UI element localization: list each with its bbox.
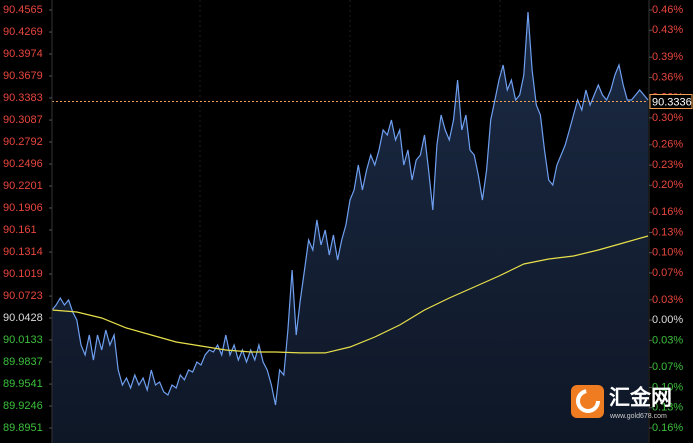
y-tick-label: 90.4269 <box>3 26 43 38</box>
y2-tick-label: 0.07% <box>652 267 683 279</box>
y-tick-label: 90.0428 <box>3 312 43 324</box>
y2-tick-label: 0.00% <box>652 314 683 326</box>
y2-tick-label: 0.30% <box>652 112 683 124</box>
y-tick-label: 89.9246 <box>3 400 43 412</box>
y-tick-label: 90.3679 <box>3 70 43 82</box>
logo-url: www.gold678.com <box>609 413 667 420</box>
y-tick-label: 89.8951 <box>3 422 43 434</box>
y2-tick-label: 0.39% <box>652 51 683 63</box>
last-price-label: 90.3336 <box>652 96 692 108</box>
y-tick-label: 90.2201 <box>3 180 43 192</box>
y2-tick-label: 0.07% <box>652 361 683 373</box>
y-tick-label: 90.2496 <box>3 158 43 170</box>
series-line <box>51 11 649 406</box>
y2-tick-label: 0.23% <box>652 159 683 171</box>
y2-tick-label: 0.46% <box>652 4 683 16</box>
y-tick-label: 89.9837 <box>3 356 43 368</box>
y-tick-label: 90.2792 <box>3 136 43 148</box>
y2-tick-label: 0.36% <box>652 71 683 83</box>
y2-tick-label: 0.10% <box>652 247 683 259</box>
y2-tick-label: 0.03% <box>652 294 683 306</box>
y-tick-label: 90.4565 <box>3 4 43 16</box>
plot-area <box>51 11 649 443</box>
y-tick-label: 89.9541 <box>3 378 43 390</box>
y-tick-label: 90.161 <box>3 224 37 236</box>
series-line <box>51 235 649 354</box>
logo-text: 汇金网 <box>609 386 672 410</box>
y2-tick-label: 0.16% <box>652 206 683 218</box>
y-tick-label: 90.1314 <box>3 246 43 258</box>
watermark: 汇金网 www.gold678.com <box>571 385 672 420</box>
y-tick-label: 90.3974 <box>3 48 43 60</box>
ticks: 90.4565 90.4269 90.3974 90.3679 90.3383 90.30… <box>3 4 693 434</box>
y-tick-label: 90.1019 <box>3 268 43 280</box>
y2-tick-label: 0.26% <box>652 139 683 151</box>
y-tick-label: 90.3087 <box>3 114 43 126</box>
logo-swirl <box>576 389 600 413</box>
y-tick-label: 90.1906 <box>3 202 43 214</box>
y2-tick-label: 0.13% <box>652 402 683 414</box>
y2-tick-label: 0.13% <box>652 226 683 238</box>
last-price-box <box>649 94 693 110</box>
y2-tick-label: 0.43% <box>652 24 683 36</box>
y2-tick-label: 0.20% <box>652 179 683 191</box>
y2-tick-label: 0.03% <box>652 334 683 346</box>
y-tick-label: 90.3383 <box>3 92 43 104</box>
y-tick-label: 90.0133 <box>3 334 43 346</box>
y2-tick-label: 0.16% <box>652 422 683 434</box>
y2-tick-label: 0.10% <box>652 381 683 393</box>
y-tick-label: 90.0723 <box>3 290 43 302</box>
price-area <box>52 12 648 443</box>
